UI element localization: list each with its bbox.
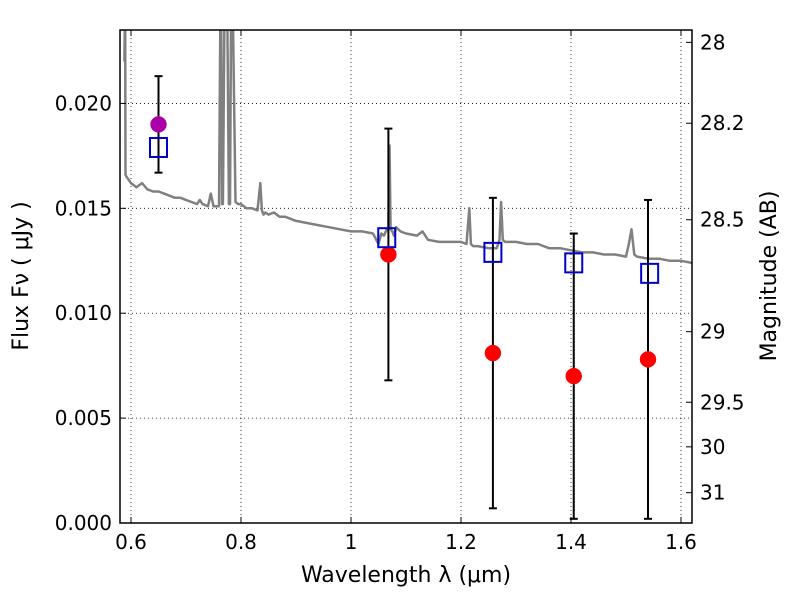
flux-point	[565, 367, 582, 385]
y-tick-label: 0.010	[55, 301, 112, 325]
axes: 0.6 0.8 1 1.2 1.4 1.6 0.000 0.005 0.010 0.015 0.02…	[55, 30, 745, 554]
y-tick-label: 0.005	[55, 406, 112, 430]
x-tick-label: 1.4	[555, 530, 587, 554]
model-point	[483, 241, 503, 263]
plot-frame	[119, 29, 693, 524]
y-tick-label: 0.000	[55, 511, 112, 535]
x-tick-label: 1	[345, 530, 358, 554]
y2-tick-label: 28.5	[700, 208, 745, 232]
y2-tick-label: 30	[700, 435, 725, 459]
plot-area	[123, 30, 692, 520]
model-point	[564, 252, 584, 274]
model-point	[377, 227, 397, 249]
spectrum-line	[123, 30, 692, 265]
y2-tick-label: 28.2	[700, 111, 745, 135]
y2-axis-label: Magnitude (AB)	[757, 191, 782, 362]
x-tick-label: 0.8	[225, 530, 257, 554]
flux-point	[150, 116, 167, 133]
model-point	[149, 136, 168, 158]
flux-point	[484, 344, 502, 362]
y2-tick-label: 29.5	[700, 390, 745, 414]
x-axis-label: Wavelength λ (μm)	[301, 563, 511, 588]
y-tick-label: 0.015	[55, 196, 112, 220]
x-tick-label: 1.2	[445, 530, 477, 554]
y2-tick-label: 28	[700, 30, 725, 54]
y-axis-label: Flux Fν ( μJy )	[9, 201, 34, 350]
y-tick-label: 0.020	[55, 91, 112, 115]
flux-point	[380, 246, 397, 263]
model-point	[640, 262, 660, 284]
x-tick-label: 1.6	[665, 530, 697, 554]
y2-tick-label: 29	[700, 320, 725, 344]
x-tick-label: 0.6	[115, 530, 147, 554]
y2-tick-label: 31	[700, 481, 725, 505]
flux-point	[639, 351, 657, 368]
